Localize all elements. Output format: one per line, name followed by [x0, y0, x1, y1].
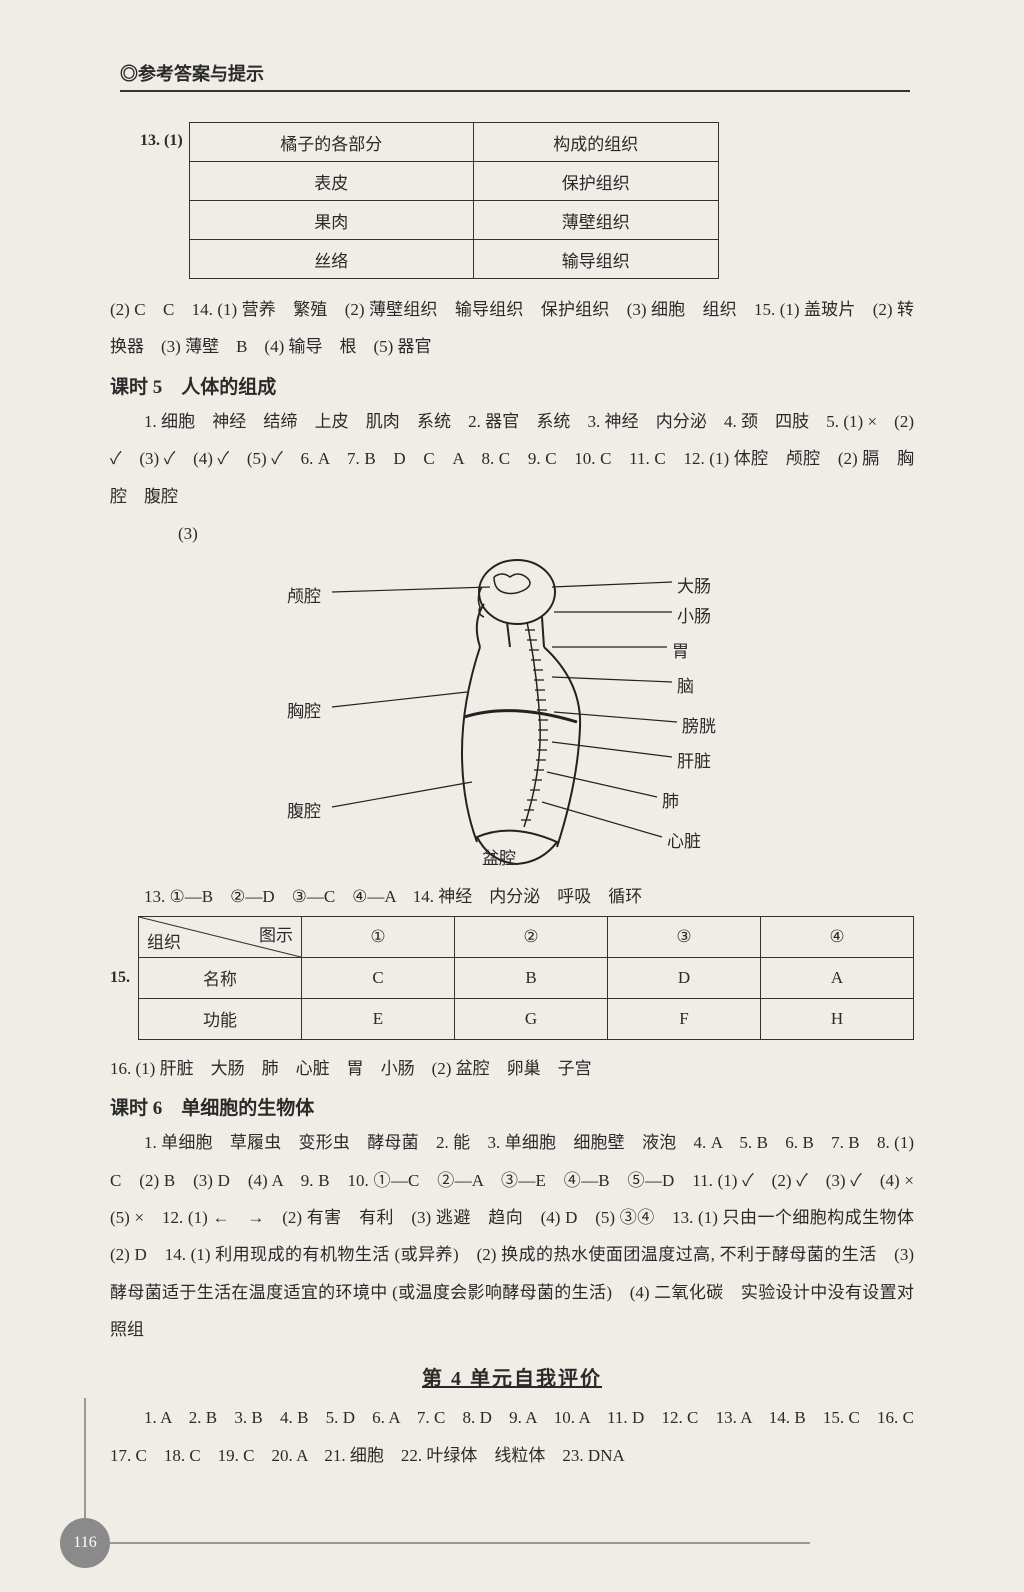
cell: 表皮 — [189, 162, 473, 201]
diagonal-header: 图示 组织 — [139, 916, 302, 957]
lesson5-answers-2: 13. ①—B ②—D ③—C ④—A 14. 神经 内分泌 呼吸 循环 — [110, 878, 914, 915]
cell: D — [608, 957, 761, 998]
page-number-badge: 116 — [60, 1518, 110, 1568]
cell: C — [302, 957, 455, 998]
q13-block: 13. (1) 橘子的各部分 构成的组织 表皮 保护组织 果肉 薄壁组织 丝络 … — [140, 122, 914, 279]
q15-block: 15. 图示 组织 ① ② ③ ④ 名称 C B D A — [110, 916, 914, 1040]
cell: B — [455, 957, 608, 998]
cell: A — [761, 957, 914, 998]
q15-table: 图示 组织 ① ② ③ ④ 名称 C B D A 功能 E G F H — [138, 916, 914, 1040]
label-brain: 脑 — [677, 672, 694, 697]
cell: ② — [455, 916, 608, 957]
label-thoracic-cavity: 胸腔 — [287, 697, 321, 722]
table-row: 功能 E G F H — [139, 998, 914, 1039]
q15-number: 15. — [110, 969, 130, 987]
cell: 橘子的各部分 — [189, 123, 473, 162]
label-small-intestine: 小肠 — [677, 602, 711, 627]
lesson5-answers-1: 1. 细胞 神经 结缔 上皮 肌肉 系统 2. 器官 系统 3. 神经 内分泌 … — [110, 403, 914, 515]
label-heart: 心脏 — [667, 827, 701, 852]
lesson6-title: 课时 6 单细胞的生物体 — [110, 1093, 914, 1120]
cell: E — [302, 998, 455, 1039]
unit4-title: 第 4 单元自我评价 — [110, 1362, 914, 1391]
cell: 果肉 — [189, 201, 473, 240]
after-q13-text: (2) C C 14. (1) 营养 繁殖 (2) 薄壁组织 输导组织 保护组织… — [110, 291, 914, 366]
cell: ① — [302, 916, 455, 957]
q13-table: 橘子的各部分 构成的组织 表皮 保护组织 果肉 薄壁组织 丝络 输导组织 — [189, 122, 719, 279]
table-row: 表皮 保护组织 — [189, 162, 718, 201]
cell: 薄壁组织 — [473, 201, 718, 240]
cell: H — [761, 998, 914, 1039]
cell: 名称 — [139, 957, 302, 998]
cell: 保护组织 — [473, 162, 718, 201]
cell: 构成的组织 — [473, 123, 718, 162]
diag-bottom: 组织 — [147, 928, 181, 953]
cell: 功能 — [139, 998, 302, 1039]
page-header: ◎参考答案与提示 — [120, 60, 910, 92]
cell: F — [608, 998, 761, 1039]
anatomy-diagram: 颅腔 胸腔 腹腔 盆腔 大肠 小肠 胃 脑 膀胱 肝脏 肺 心脏 — [112, 552, 912, 872]
label-liver: 肝脏 — [677, 747, 711, 772]
after-q15-text: 16. (1) 肝脏 大肠 肺 心脏 胃 小肠 (2) 盆腔 卵巢 子宫 — [110, 1050, 914, 1087]
diag-top: 图示 — [259, 921, 293, 946]
unit4-answers: 1. A 2. B 3. B 4. B 5. D 6. A 7. C 8. D … — [110, 1399, 914, 1474]
answer-key-page: ◎参考答案与提示 13. (1) 橘子的各部分 构成的组织 表皮 保护组织 果肉… — [0, 0, 1024, 1592]
label-abdominal-cavity: 腹腔 — [287, 797, 321, 822]
label-bladder: 膀胱 — [682, 712, 716, 737]
table-row: 果肉 薄壁组织 — [189, 201, 718, 240]
lesson6-answers: 1. 单细胞 草履虫 变形虫 酵母菌 2. 能 3. 单细胞 细胞壁 液泡 4.… — [110, 1124, 914, 1348]
cell: G — [455, 998, 608, 1039]
label-stomach: 胃 — [672, 637, 689, 662]
cell: ④ — [761, 916, 914, 957]
label-cranial-cavity: 颅腔 — [287, 582, 321, 607]
cell: 输导组织 — [473, 240, 718, 279]
table-row: 名称 C B D A — [139, 957, 914, 998]
lesson5-sub3: (3) — [110, 515, 914, 552]
cell: ③ — [608, 916, 761, 957]
label-pelvic-cavity: 盆腔 — [482, 844, 516, 869]
table-row: 橘子的各部分 构成的组织 — [189, 123, 718, 162]
label-lung: 肺 — [662, 787, 679, 812]
table-row: 图示 组织 ① ② ③ ④ — [139, 916, 914, 957]
q13-number: 13. (1) — [140, 122, 183, 150]
cell: 丝络 — [189, 240, 473, 279]
label-large-intestine: 大肠 — [677, 572, 711, 597]
table-row: 丝络 输导组织 — [189, 240, 718, 279]
body-svg — [112, 552, 912, 872]
lesson5-title: 课时 5 人体的组成 — [110, 372, 914, 399]
